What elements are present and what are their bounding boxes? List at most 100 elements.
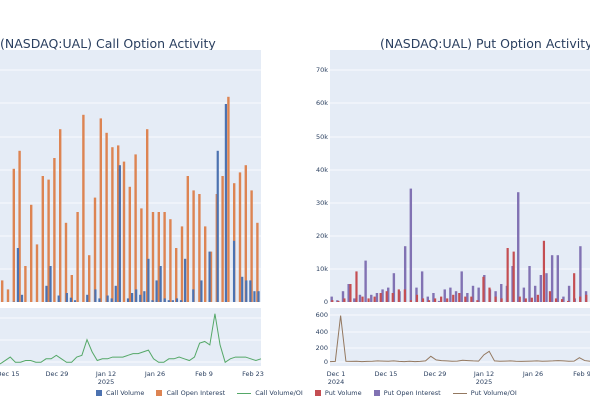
put-volume-bar xyxy=(337,300,340,302)
put-open-interest-bar xyxy=(353,298,356,302)
call-open-interest-bar xyxy=(53,158,56,302)
call-open-interest-bar xyxy=(93,197,97,302)
put-volume-bar xyxy=(403,289,406,302)
put-y-tick-label: 0 xyxy=(324,298,328,306)
put-volume-bar xyxy=(409,300,413,302)
call-open-interest-bar xyxy=(140,208,143,302)
call-volume-bar xyxy=(192,289,195,302)
put-open-interest-bar xyxy=(517,192,520,302)
put-open-interest-bar xyxy=(409,188,413,302)
call-open-interest-bar xyxy=(76,212,79,302)
legend-put-volume-oi[interactable]: Put Volume/OI xyxy=(452,389,517,397)
legend-label: Call Volume xyxy=(106,389,145,397)
call-open-interest-bar xyxy=(35,244,39,302)
call-x-tick-sublabel: 2025 xyxy=(98,378,115,386)
put-open-interest-bar xyxy=(358,294,362,302)
put-open-interest-bar xyxy=(426,296,429,302)
call-x-tick-label: Feb 9 xyxy=(195,370,213,378)
call-volume-bar xyxy=(106,295,109,302)
put-open-interest-bar xyxy=(533,285,537,302)
call-open-interest-bar xyxy=(70,275,73,302)
call-volume-bar xyxy=(94,289,97,302)
put-open-interest-bar xyxy=(347,284,350,302)
call-x-tick-label: Dec 15 xyxy=(0,370,19,378)
put-volume-bar xyxy=(500,298,503,302)
call-open-interest-bar xyxy=(59,129,62,302)
put-volume-bar xyxy=(494,296,497,302)
put-x-tick-sublabel: 2024 xyxy=(328,378,345,386)
call-open-interest-bar xyxy=(250,190,253,302)
call-open-interest-bar xyxy=(12,168,15,302)
call-volume-bar xyxy=(126,298,130,302)
put-volume-bar xyxy=(464,296,467,302)
legend-call-volume-oi[interactable]: Call Volume/OI xyxy=(237,389,303,397)
put-open-interest-bar xyxy=(364,260,367,302)
call-volume-bar xyxy=(163,298,166,302)
put-volume-bar xyxy=(542,240,546,302)
call-open-interest-bar xyxy=(157,212,160,302)
call-volume-bar xyxy=(171,300,174,302)
call-volume-bar xyxy=(179,300,183,302)
put-volume-bar xyxy=(355,271,358,302)
put-y-tick-label: 20k xyxy=(316,232,328,240)
put-y-tick-label: 40k xyxy=(316,166,328,174)
put-y-tick-label: 60k xyxy=(316,99,328,107)
put-volume-bar xyxy=(343,298,346,302)
call-open-interest-bar xyxy=(221,176,224,302)
put-open-interest-bar xyxy=(392,273,396,302)
call-volume-bar xyxy=(65,293,68,302)
call-volume-bar xyxy=(159,266,162,302)
call-open-interest-bar xyxy=(175,248,178,302)
legend-call-open-interest[interactable]: Call Open Interest xyxy=(156,389,225,397)
put-open-interest-bar xyxy=(381,289,384,302)
put-volume-bar xyxy=(446,298,449,302)
put-volume-bar xyxy=(433,298,437,302)
put-volume-bar xyxy=(524,298,527,302)
put-x-tick-label: Feb 9 xyxy=(573,370,590,378)
put-volume-oi-line xyxy=(329,315,590,363)
put-open-interest-bar xyxy=(420,271,424,302)
put-volume-bar xyxy=(397,289,400,302)
call-volume-bar xyxy=(151,300,154,302)
put-volume-bar xyxy=(530,297,533,302)
put-open-interest-bar xyxy=(528,266,531,302)
legend-put-volume[interactable]: Put Volume xyxy=(314,389,362,397)
call-volume-bar xyxy=(86,294,89,302)
call-volume-bar xyxy=(114,285,117,302)
call-open-interest-bar xyxy=(238,172,242,302)
put-open-interest-bar xyxy=(500,284,503,302)
put-volume-bar xyxy=(579,296,582,302)
put-y-tick-label: 10k xyxy=(316,265,328,273)
put-volume-bar xyxy=(361,296,364,302)
put-ratio-y-tick-label: 200 xyxy=(316,344,328,352)
call-ratio-plot-area xyxy=(0,308,261,366)
call-open-interest-bar xyxy=(204,226,207,302)
call-volume-bar xyxy=(139,294,142,302)
put-volume-bar xyxy=(331,300,334,302)
call-volume-oi-line xyxy=(0,313,262,365)
put-open-interest-bar xyxy=(432,293,435,302)
put-x-tick-label: Jan 12 xyxy=(473,370,494,378)
call-volume-swatch xyxy=(96,390,102,396)
legend-put-open-interest[interactable]: Put Open Interest xyxy=(373,389,441,397)
call-open-interest-bar xyxy=(41,176,44,302)
legend-label: Call Volume/OI xyxy=(255,389,303,397)
put-open-interest-bar xyxy=(370,294,373,302)
call-volume-bar xyxy=(20,294,24,302)
legend-call-volume[interactable]: Call Volume xyxy=(96,389,144,397)
put-volume-bar xyxy=(476,300,479,302)
call-volume-bar xyxy=(184,258,187,302)
put-volume-bar xyxy=(367,298,370,302)
put-volume-bar xyxy=(391,293,394,302)
put-volume-bar xyxy=(518,296,521,302)
put-x-tick-label: Jan 26 xyxy=(522,370,543,378)
call-open-interest-bar xyxy=(244,165,247,302)
put-open-interest-bar xyxy=(341,291,345,302)
put-open-interest-bar xyxy=(511,266,514,302)
call-open-interest-bar xyxy=(209,251,213,302)
call-volume-bar xyxy=(232,240,236,302)
put-open-interest-bar xyxy=(454,291,458,302)
put-open-interest-bar xyxy=(466,293,469,302)
call-volume-bar xyxy=(135,289,138,302)
put-plot-area xyxy=(330,50,590,302)
